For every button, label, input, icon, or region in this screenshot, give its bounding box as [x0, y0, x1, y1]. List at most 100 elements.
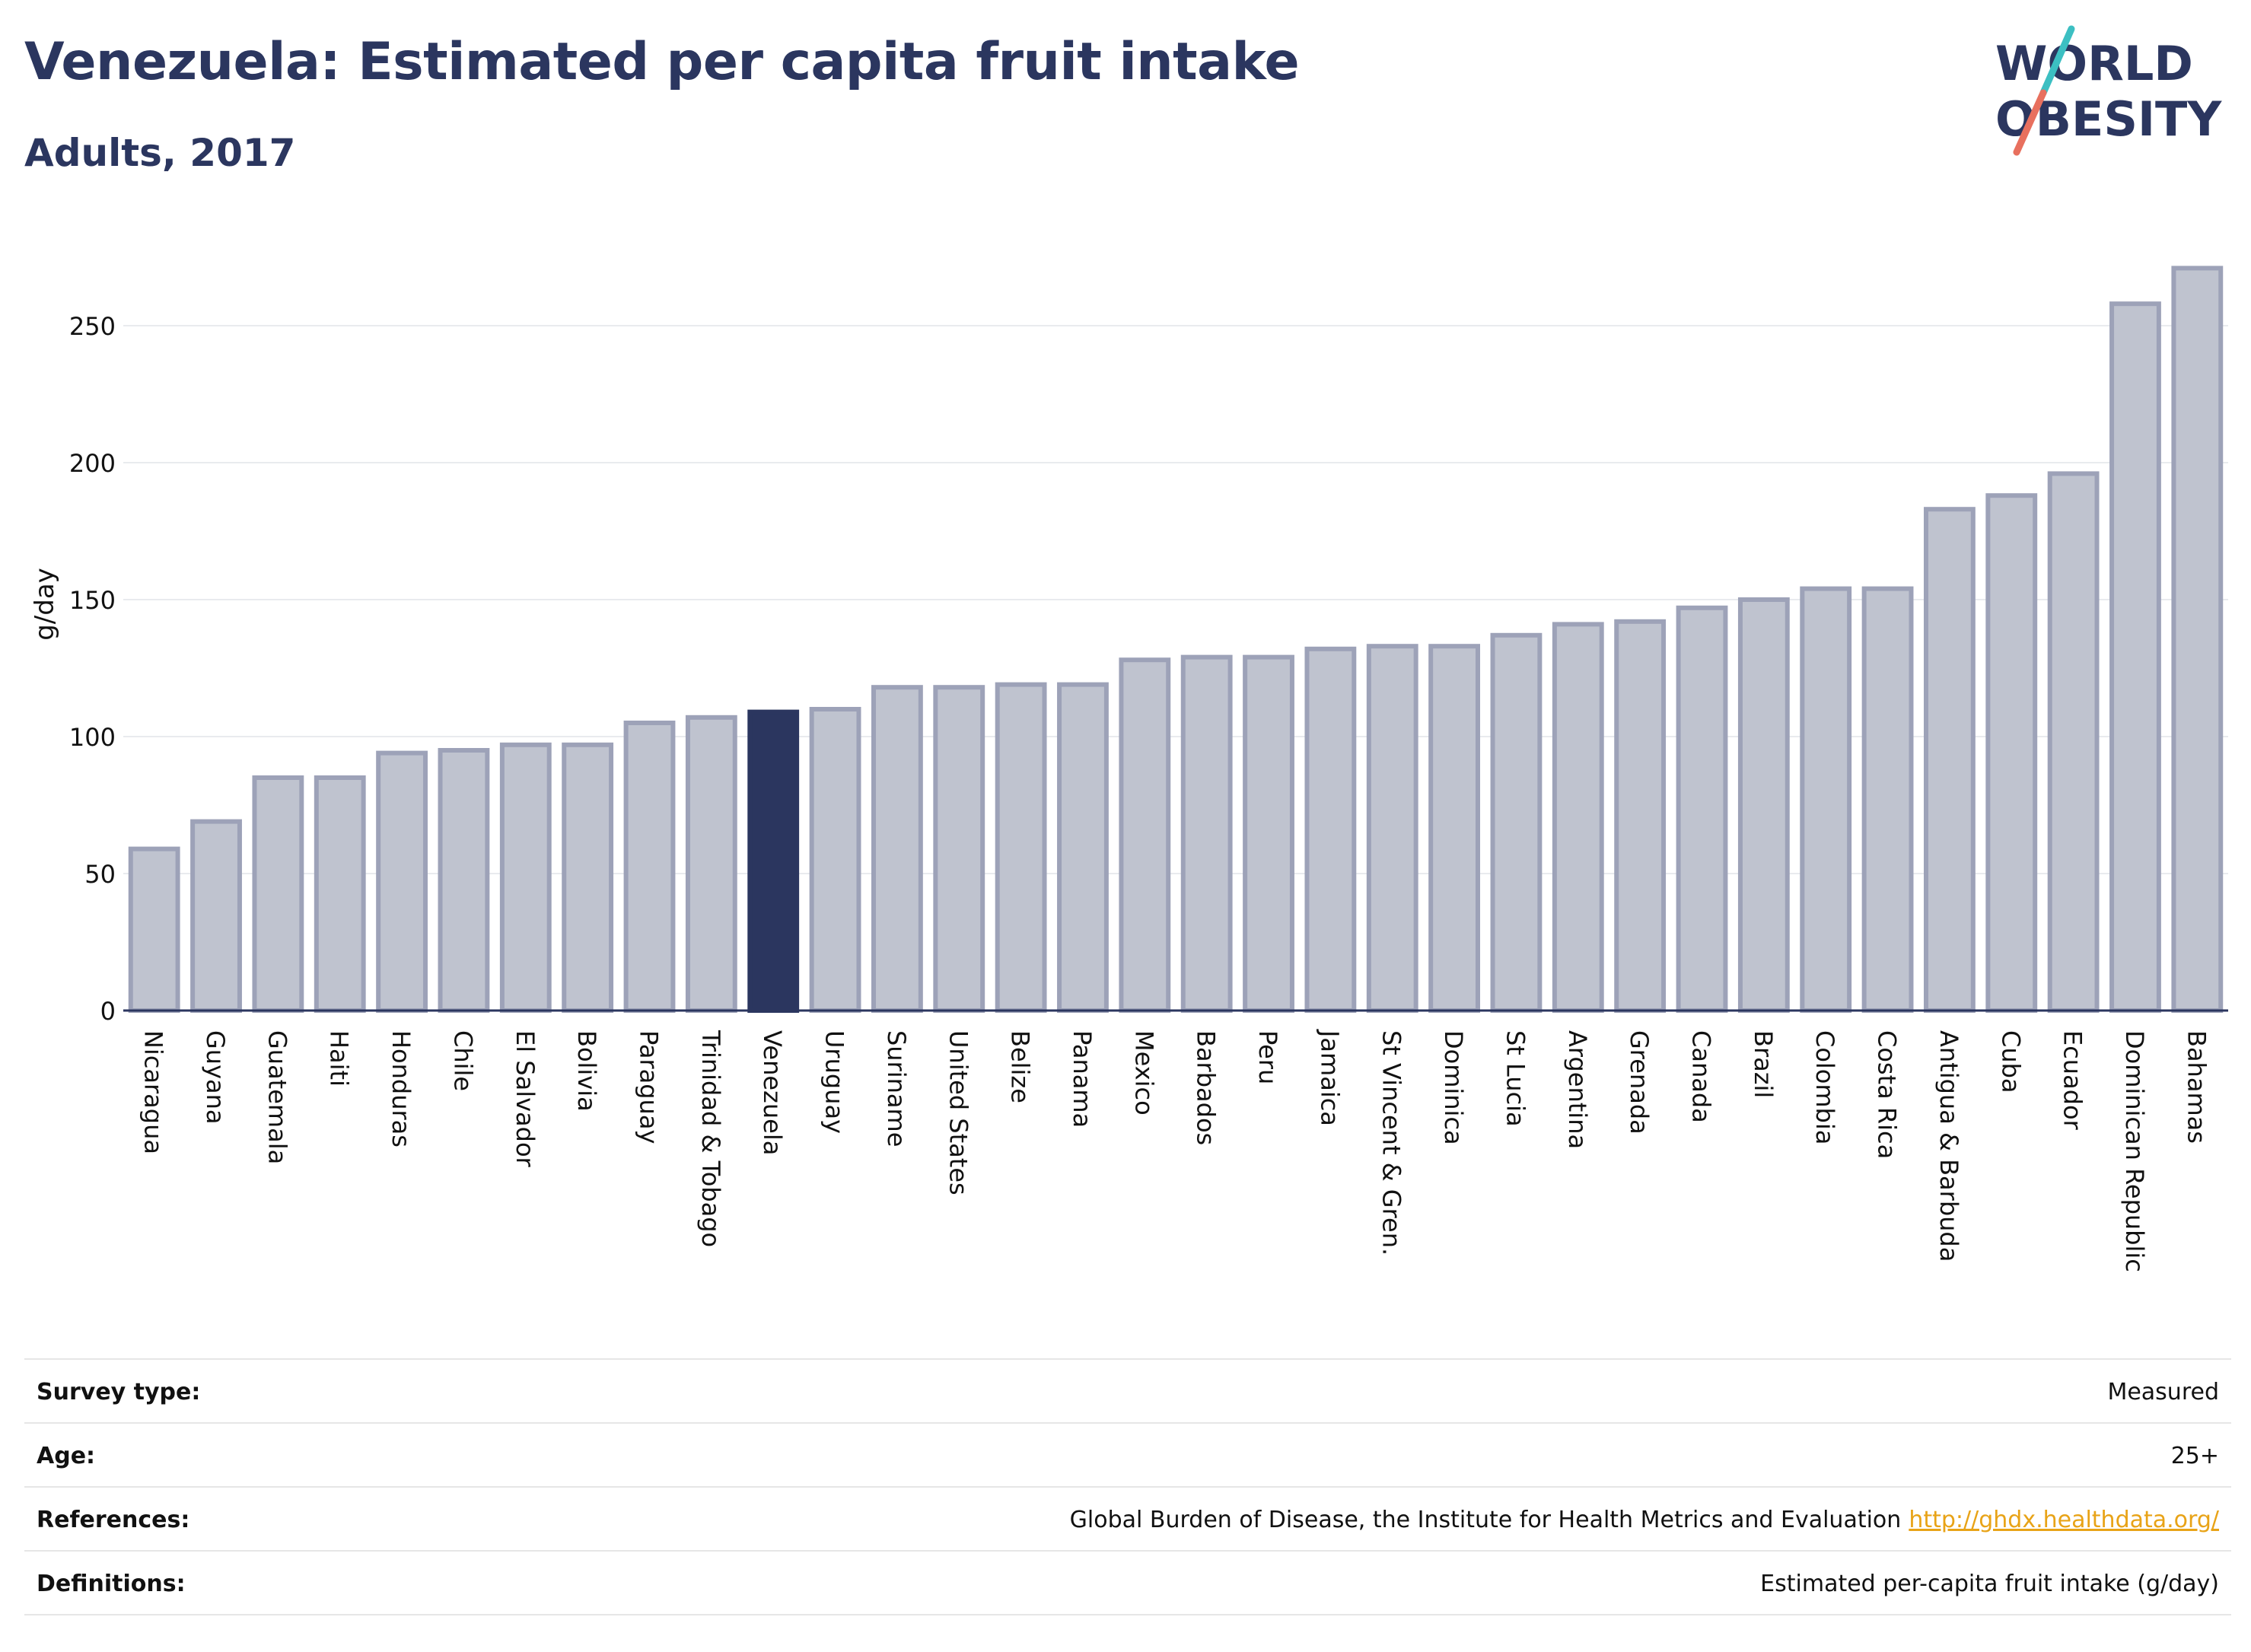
x-tick-label: St Vincent & Gren. [1377, 1030, 1406, 1256]
x-tick-label: Dominican Republic [2120, 1030, 2149, 1272]
x-tick-label: Suriname [882, 1030, 911, 1147]
x-tick-label: Uruguay [820, 1030, 849, 1134]
logo-slash-red [2013, 89, 2047, 156]
meta-key: Survey type: [37, 1379, 201, 1405]
meta-value: Measured [2107, 1379, 2219, 1405]
meta-key: References: [37, 1507, 190, 1533]
y-tick-label: 0 [100, 997, 116, 1026]
meta-row: Definitions: Estimated per-capita fruit i… [24, 1550, 2231, 1615]
bar-antigua-barbuda [1923, 507, 1976, 1013]
bar-costa-rica [1861, 586, 1914, 1013]
x-tick-label: Guyana [201, 1030, 230, 1125]
x-tick-label: Ecuador [2058, 1030, 2087, 1131]
x-tick-label: Honduras [387, 1030, 415, 1147]
bar-st-vincent-gren- [1366, 644, 1418, 1013]
bar-barbados [1180, 654, 1233, 1013]
bar-belize [995, 682, 1047, 1013]
meta-value-text: Estimated per-capita fruit intake (g/day… [1760, 1571, 2219, 1597]
meta-value-text: Measured [2107, 1379, 2219, 1405]
bar-mexico [1119, 657, 1171, 1013]
bar-cuba [1985, 493, 2038, 1013]
bar-st-lucia [1490, 632, 1543, 1013]
bar-trinidad-tobago [685, 715, 737, 1013]
meta-value: Estimated per-capita fruit intake (g/day… [1760, 1571, 2219, 1597]
x-tick-label: Bolivia [572, 1030, 601, 1112]
bar-venezuela [747, 709, 800, 1013]
bar-dominican-republic [2109, 301, 2161, 1013]
meta-value-text: 25+ [2170, 1443, 2219, 1469]
chart-subtitle: Adults, 2017 [24, 131, 296, 175]
bar-uruguay [809, 707, 861, 1013]
x-tick-label: Bahamas [2182, 1030, 2211, 1144]
bar-panama [1057, 682, 1109, 1013]
x-tick-label: Grenada [1625, 1030, 1654, 1135]
bar-canada [1676, 605, 1728, 1013]
bar-el-salvador [499, 742, 552, 1013]
x-tick-label: Nicaragua [139, 1030, 168, 1154]
x-tick-label: Belize [1006, 1030, 1035, 1103]
bar-bolivia [562, 742, 614, 1013]
x-tick-label: Costa Rica [1873, 1030, 1902, 1159]
bar-paraguay [623, 721, 676, 1013]
x-tick-label: Paraguay [635, 1030, 664, 1144]
x-tick-label: Panama [1068, 1030, 1097, 1128]
bar-argentina [1552, 622, 1604, 1014]
reference-link[interactable]: http://ghdx.healthdata.org/ [1909, 1507, 2219, 1533]
bar-brazil [1737, 597, 1790, 1013]
bar-ecuador [2047, 471, 2100, 1013]
meta-key: Age: [37, 1443, 96, 1469]
bar-chart: 0 50 100 150 200 250 Nicaragua Guyana Guatemala H… [30, 266, 2228, 1272]
x-tick-label: Chile [448, 1030, 477, 1091]
bar-bahamas [2171, 266, 2224, 1013]
x-tick-label: Mexico [1129, 1030, 1158, 1116]
meta-row: References: Global Burden of Disease, the… [24, 1486, 2231, 1550]
bars [128, 266, 2224, 1014]
x-tick-label: United States [944, 1030, 973, 1195]
x-tick-label: Cuba [1996, 1030, 2025, 1093]
logo-slash-teal [2039, 25, 2075, 97]
x-tick-label: Venezuela [758, 1030, 787, 1155]
x-tick-label: Dominica [1439, 1030, 1468, 1145]
bar-guyana [190, 819, 242, 1013]
bar-honduras [376, 750, 428, 1013]
meta-value: Global Burden of Disease, the Institute … [1070, 1507, 2219, 1533]
x-tick-label: Canada [1687, 1030, 1716, 1123]
bar-guatemala [252, 775, 304, 1013]
meta-row: Age: 25+ [24, 1422, 2231, 1486]
bar-chile [438, 748, 490, 1013]
world-obesity-logo: WORLD OBESITY [1995, 25, 2222, 156]
bar-dominica [1428, 644, 1481, 1013]
x-tick-label: Brazil [1749, 1030, 1778, 1098]
y-tick-label: 150 [69, 586, 116, 615]
metadata-table: Survey type: Measured Age: 25+ References: Gl… [24, 1358, 2231, 1615]
x-tick-label: Argentina [1563, 1030, 1592, 1149]
meta-value-text: Global Burden of Disease, the Institute … [1069, 1507, 1902, 1533]
y-tick-label: 200 [69, 449, 116, 478]
bar-suriname [871, 685, 923, 1013]
x-tick-label: Colombia [1810, 1030, 1839, 1144]
x-tick-label: Haiti [325, 1030, 354, 1087]
x-tick-label: Peru [1253, 1030, 1282, 1084]
chart-title: Venezuela: Estimated per capita fruit in… [24, 32, 1300, 92]
bar-colombia [1800, 586, 1852, 1013]
y-tick-label: 100 [69, 723, 116, 752]
x-tick-label: El Salvador [511, 1030, 540, 1168]
logo-word-world: WORLD [1995, 36, 2193, 91]
y-axis-label: g/day [30, 568, 60, 641]
bar-haiti [314, 775, 366, 1013]
x-tick-label: Antigua & Barbuda [1934, 1030, 1963, 1262]
bar-grenada [1614, 619, 1667, 1013]
meta-key: Definitions: [37, 1571, 186, 1597]
meta-value: 25+ [2171, 1443, 2219, 1469]
x-tick-label: Jamaica [1315, 1029, 1344, 1126]
x-tick-label: Trinidad & Tobago [696, 1030, 725, 1247]
bar-nicaragua [128, 846, 180, 1013]
y-tick-label: 50 [84, 860, 116, 889]
bar-peru [1243, 654, 1294, 1013]
x-tick-label: St Lucia [1501, 1030, 1530, 1127]
axes: 0 50 100 150 200 250 Nicaragua Guyana Guatemala H… [69, 312, 2228, 1272]
bar-jamaica [1304, 646, 1357, 1013]
y-tick-label: 250 [69, 312, 116, 341]
x-tick-label: Guatemala [263, 1030, 291, 1164]
bar-united-states [933, 685, 985, 1013]
